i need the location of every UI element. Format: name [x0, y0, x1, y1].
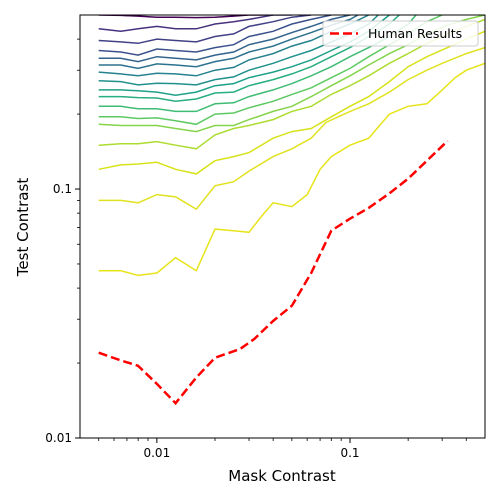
plot-frame [79, 14, 486, 439]
legend: Human Results [322, 20, 479, 47]
legend-label-human-results: Human Results [368, 26, 462, 41]
series-line-human-results [98, 139, 449, 406]
x-axis-label: Mask Contrast [228, 467, 336, 485]
x-tick-label: 0.01 [143, 446, 170, 460]
contour-line-14 [98, 18, 485, 150]
contour-line-16 [98, 46, 485, 211]
contour-line-15 [98, 30, 485, 175]
contour-line-3 [98, 15, 312, 45]
contour-line-1 [98, 15, 274, 19]
contour-line-4 [98, 15, 332, 56]
axis-ticks: 0.01 0.1 0.01 0.1 [45, 38, 467, 460]
y-axis-label: Test Contrast [14, 178, 32, 278]
contour-line-2 [98, 15, 292, 33]
contour-lines [98, 15, 485, 277]
legend-box [322, 20, 479, 47]
y-tick-label: 0.01 [45, 431, 72, 445]
x-tick-label: 0.1 [340, 446, 359, 460]
y-tick-label: 0.1 [53, 182, 72, 196]
contour-line-5 [98, 15, 351, 63]
series-lines [98, 139, 449, 406]
contour-line-17 [98, 62, 485, 277]
